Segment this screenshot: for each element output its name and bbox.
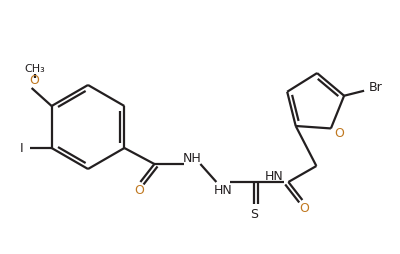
Text: O: O xyxy=(30,73,40,87)
Text: CH₃: CH₃ xyxy=(24,64,45,74)
Text: HN: HN xyxy=(214,183,233,197)
Text: NH: NH xyxy=(183,152,202,166)
Text: S: S xyxy=(250,208,258,220)
Text: HN: HN xyxy=(265,170,284,183)
Text: I: I xyxy=(20,141,24,154)
Text: O: O xyxy=(134,184,144,198)
Text: O: O xyxy=(334,127,344,140)
Text: O: O xyxy=(300,202,309,215)
Text: Br: Br xyxy=(369,81,383,94)
